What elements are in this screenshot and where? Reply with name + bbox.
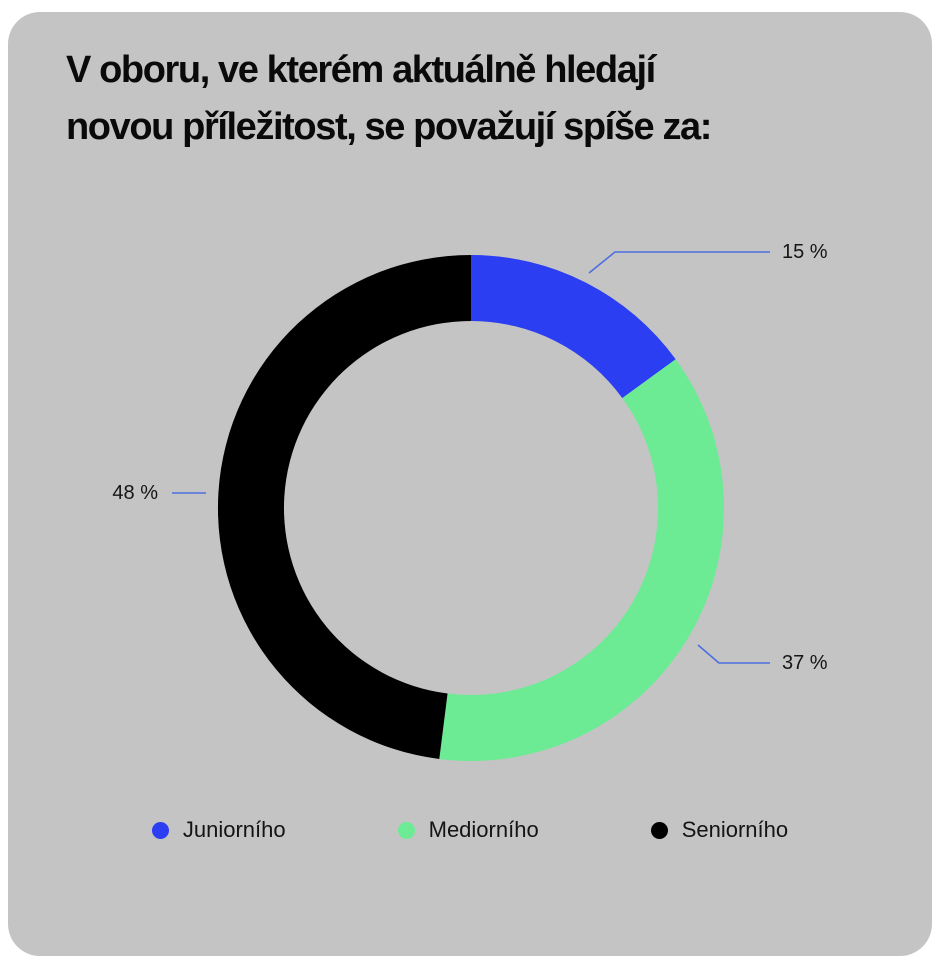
callout-line-mediorniho — [697, 644, 770, 664]
chart-legend: Juniorního Mediorního Seniorního — [0, 817, 940, 843]
legend-dot-icon — [151, 821, 169, 839]
legend-dot-icon — [650, 821, 668, 839]
donut-segment-1 — [439, 359, 725, 762]
donut-segment-0 — [471, 255, 676, 399]
chart-card: V oboru, ve kterém aktuálně hledají novo… — [8, 12, 932, 956]
legend-label: Seniorního — [681, 817, 789, 842]
chart-title: V oboru, ve kterém aktuálně hledají novo… — [66, 42, 886, 156]
legend-item-seniorniho: Seniorního — [650, 817, 789, 843]
chart-title-line-2: novou příležitost, se považují spíše za: — [66, 106, 712, 148]
data-label-mediorniho: 37 % — [782, 652, 828, 674]
donut-segment-2 — [217, 255, 471, 760]
data-label-seniorniho: 48 % — [112, 482, 158, 504]
legend-item-mediorniho: Mediorního — [397, 817, 539, 843]
legend-label: Mediorního — [428, 817, 539, 842]
donut-segments — [217, 255, 725, 762]
data-label-juniorniho: 15 % — [782, 241, 828, 263]
callout-line-juniorniho — [588, 251, 770, 274]
legend-item-juniorniho: Juniorního — [151, 817, 286, 843]
chart-title-line-1: V oboru, ve kterém aktuálně hledají — [66, 49, 656, 91]
legend-dot-icon — [397, 821, 415, 839]
legend-label: Juniorního — [182, 817, 286, 842]
